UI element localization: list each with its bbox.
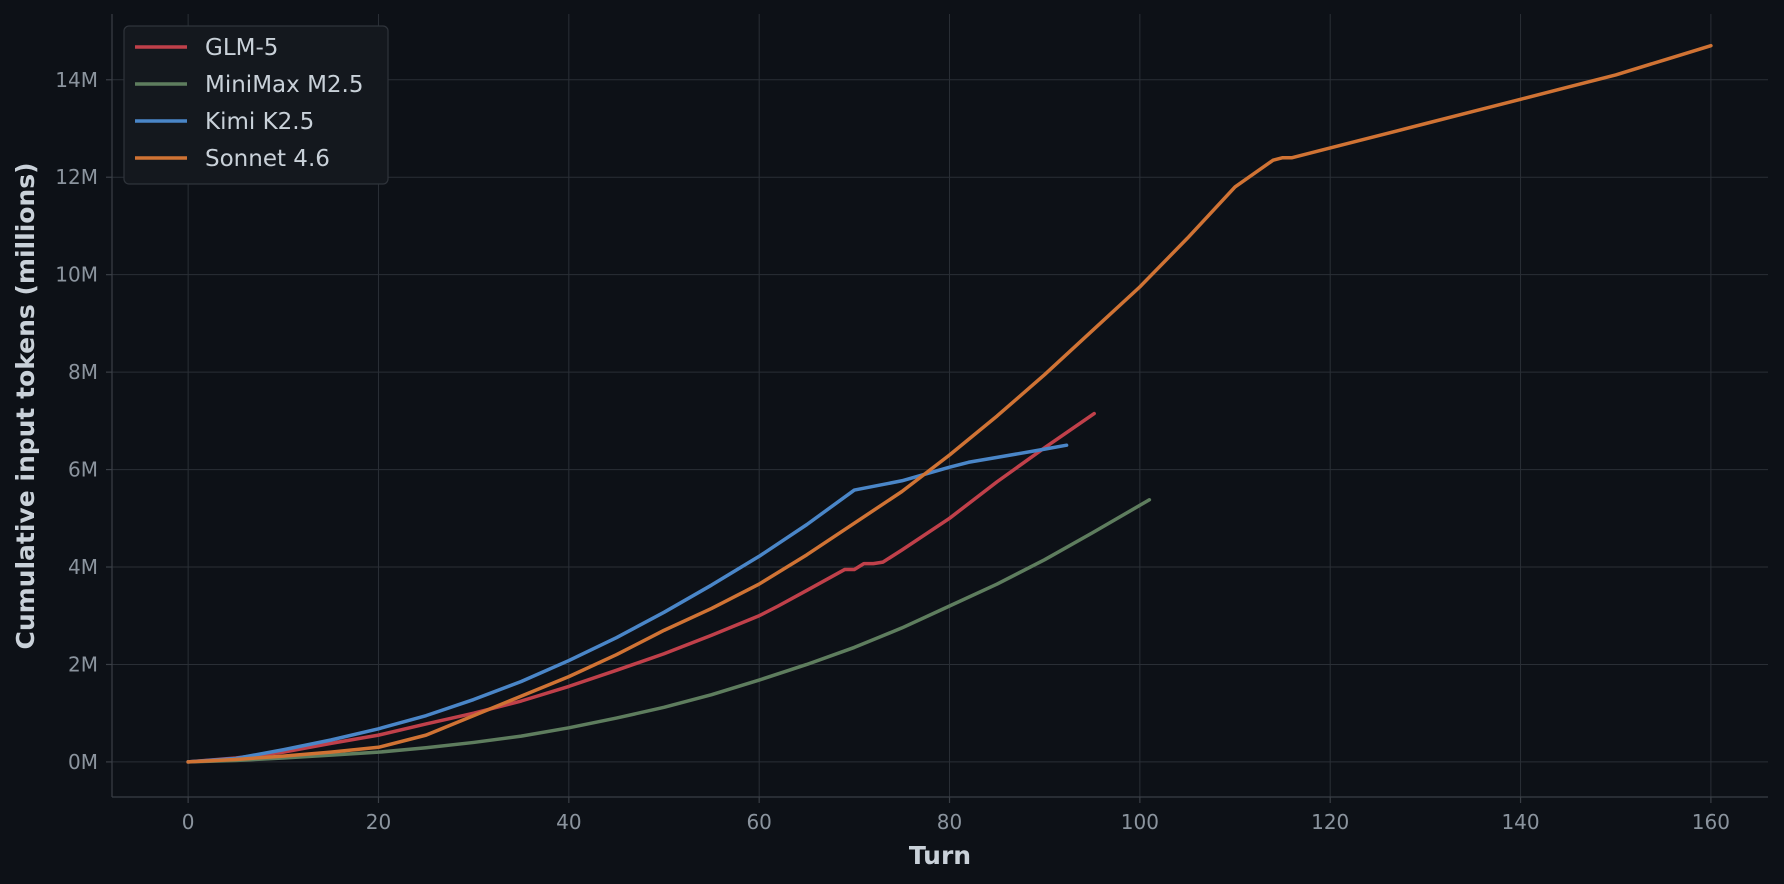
series-line-kimi-k2-5 bbox=[186, 443, 1069, 764]
legend-label: Sonnet 4.6 bbox=[205, 146, 330, 172]
series-line-glm-5 bbox=[186, 411, 1096, 764]
axes-spines bbox=[111, 14, 1768, 798]
series-lines bbox=[186, 43, 1713, 764]
legend-label: Kimi K2.5 bbox=[205, 109, 314, 135]
y-tick-label: 14M bbox=[55, 68, 98, 92]
x-axis-ticks: 0 20 40 60 80 100 120 140 160 bbox=[182, 797, 1730, 834]
x-tick-label: 0 bbox=[182, 810, 195, 834]
y-tick-label: 2M bbox=[68, 652, 98, 676]
y-tick-label: 0M bbox=[68, 750, 98, 774]
y-tick-label: 10M bbox=[55, 263, 98, 287]
series-line-sonnet-4-6 bbox=[186, 43, 1713, 764]
y-tick-label: 4M bbox=[68, 555, 98, 579]
x-tick-label: 160 bbox=[1692, 810, 1730, 834]
x-axis-title: Turn bbox=[909, 841, 971, 870]
y-tick-label: 12M bbox=[55, 165, 98, 189]
legend-box bbox=[123, 25, 389, 185]
legend-label: MiniMax M2.5 bbox=[205, 72, 363, 98]
y-tick-label: 6M bbox=[68, 458, 98, 482]
x-tick-label: 60 bbox=[746, 810, 771, 834]
x-tick-label: 40 bbox=[556, 810, 581, 834]
x-tick-label: 80 bbox=[937, 810, 962, 834]
y-tick-label: 8M bbox=[68, 360, 98, 384]
y-axis-ticks: 0M 2M 4M 6M 8M 10M 12M 14M bbox=[55, 68, 112, 774]
y-axis-title: Cumulative input tokens (millions) bbox=[11, 162, 40, 649]
x-tick-label: 120 bbox=[1311, 810, 1349, 834]
legend-label: GLM-5 bbox=[205, 35, 278, 61]
x-tick-label: 20 bbox=[366, 810, 391, 834]
x-tick-label: 140 bbox=[1501, 810, 1539, 834]
series-line-minimax-m2-5 bbox=[186, 498, 1152, 764]
x-tick-label: 100 bbox=[1121, 810, 1159, 834]
legend: GLM-5 MiniMax M2.5 Kimi K2.5 Sonnet 4.6 bbox=[123, 25, 389, 185]
